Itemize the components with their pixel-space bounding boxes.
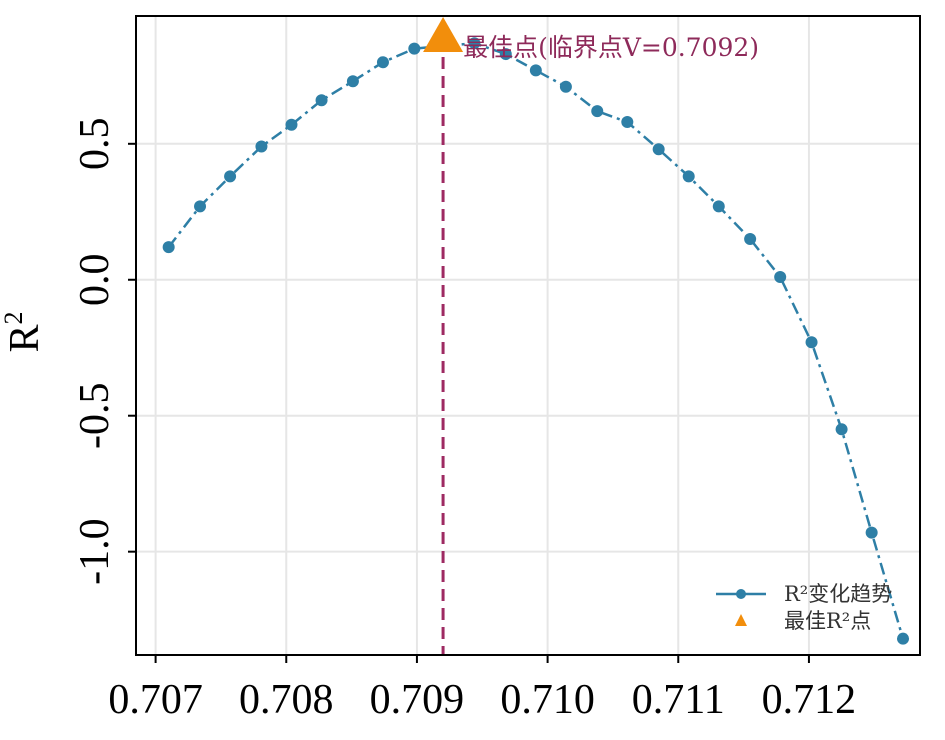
y-tick-label: 0.5 bbox=[72, 118, 118, 171]
y-axis-title-superscript: 2 bbox=[0, 311, 28, 324]
x-axis-ticks: 0.707 0.708 0.709 0.710 0.711 0.712 bbox=[108, 655, 856, 723]
series-group bbox=[162, 37, 910, 645]
best-point-group bbox=[423, 17, 464, 53]
x-tick-label: 0.709 bbox=[370, 677, 465, 723]
series-point bbox=[499, 48, 512, 61]
series-line bbox=[167, 41, 905, 640]
y-axis-title-text: R bbox=[2, 324, 48, 352]
y-tick-label: 0.0 bbox=[72, 254, 118, 307]
series-point bbox=[805, 336, 818, 349]
plot-frame bbox=[135, 15, 921, 656]
x-tick-label: 0.710 bbox=[500, 677, 595, 723]
series-point bbox=[835, 423, 848, 436]
x-tick-label: 0.707 bbox=[108, 677, 203, 723]
y-axis-title: R2 bbox=[0, 311, 48, 352]
x-tick-label: 0.708 bbox=[239, 677, 334, 723]
y-tick-label: -0.5 bbox=[72, 382, 118, 449]
y-axis-ticks: -1.0 -0.5 0.0 0.5 bbox=[72, 118, 136, 585]
legend: R²变化趋势 最佳R²点 bbox=[716, 582, 892, 633]
series-point bbox=[408, 42, 421, 55]
series-point bbox=[621, 116, 634, 129]
legend-series-marker bbox=[736, 589, 746, 599]
series-point bbox=[346, 75, 359, 88]
series-point bbox=[744, 232, 757, 245]
series-point bbox=[315, 94, 328, 107]
series-point bbox=[652, 143, 665, 156]
x-tick-label: 0.712 bbox=[762, 677, 857, 723]
x-tick-label: 0.711 bbox=[632, 677, 725, 723]
best-point-annotation: 最佳点(临界点V=0.7092) bbox=[463, 33, 759, 62]
legend-best-marker bbox=[735, 614, 747, 626]
grid-lines bbox=[136, 16, 920, 655]
svg-text:R2: R2 bbox=[0, 311, 48, 352]
series-point bbox=[285, 118, 298, 131]
best-point-marker bbox=[423, 17, 464, 53]
legend-best-label: 最佳R²点 bbox=[784, 609, 871, 633]
legend-series-label: R²变化趋势 bbox=[784, 582, 892, 606]
series-point bbox=[224, 170, 237, 183]
series-point bbox=[559, 80, 572, 93]
series-point bbox=[529, 64, 542, 77]
series-point bbox=[774, 271, 787, 284]
series-point bbox=[682, 170, 695, 183]
series-point bbox=[255, 140, 268, 153]
series-point bbox=[194, 200, 207, 213]
series-point bbox=[591, 105, 604, 118]
y-tick-label: -1.0 bbox=[72, 518, 118, 585]
series-point bbox=[897, 632, 910, 645]
series-point bbox=[468, 37, 481, 50]
series-point bbox=[712, 200, 725, 213]
series-point bbox=[376, 56, 389, 69]
series-point bbox=[162, 241, 175, 254]
series-point bbox=[865, 526, 878, 539]
